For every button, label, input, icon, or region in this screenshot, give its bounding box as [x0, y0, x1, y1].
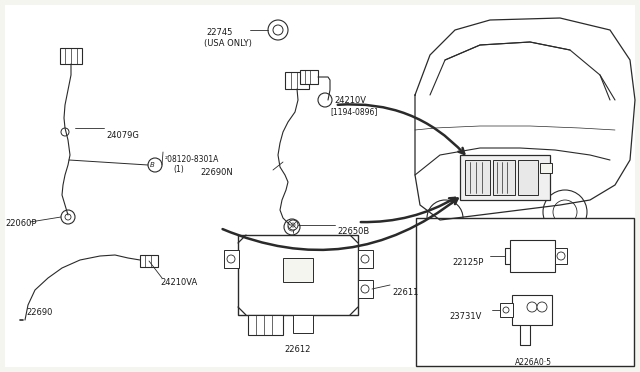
Circle shape	[227, 255, 235, 263]
Bar	[300, 70, 318, 84]
Text: [1194-0896]: [1194-0896]	[330, 107, 378, 116]
Bar	[416, 218, 634, 366]
Bar	[500, 303, 513, 317]
Bar	[248, 315, 283, 335]
Bar	[285, 72, 309, 89]
Text: 24079G: 24079G	[106, 131, 139, 140]
Circle shape	[557, 252, 565, 260]
Circle shape	[543, 190, 587, 234]
Bar	[460, 155, 550, 200]
Bar	[358, 280, 373, 298]
Circle shape	[61, 128, 69, 136]
Circle shape	[537, 302, 547, 312]
Text: 22125P: 22125P	[452, 258, 483, 267]
Circle shape	[318, 93, 332, 107]
Text: ²08120-8301A: ²08120-8301A	[165, 155, 220, 164]
Bar	[358, 250, 373, 268]
Bar	[540, 163, 552, 173]
Text: A226A0·5: A226A0·5	[515, 358, 552, 367]
Bar	[493, 160, 515, 195]
Circle shape	[273, 25, 283, 35]
Text: B: B	[150, 162, 154, 168]
Text: (USA ONLY): (USA ONLY)	[204, 39, 252, 48]
Circle shape	[284, 219, 300, 235]
Bar	[238, 235, 358, 315]
Circle shape	[288, 223, 296, 231]
Bar	[293, 315, 313, 333]
Bar	[512, 295, 552, 325]
Circle shape	[268, 20, 288, 40]
Circle shape	[503, 307, 509, 313]
Text: 23731V: 23731V	[449, 312, 481, 321]
Text: 24210V: 24210V	[334, 96, 366, 105]
Bar	[140, 255, 158, 267]
Circle shape	[427, 200, 463, 236]
Bar	[510, 240, 555, 272]
Circle shape	[148, 158, 162, 172]
Text: (1): (1)	[173, 165, 184, 174]
Text: 22060P: 22060P	[5, 219, 36, 228]
Text: 22650B: 22650B	[337, 227, 369, 236]
Bar	[283, 258, 313, 282]
Bar	[465, 160, 490, 195]
Text: 22690N: 22690N	[200, 168, 233, 177]
Circle shape	[527, 302, 537, 312]
Text: 22611: 22611	[392, 288, 419, 297]
Circle shape	[288, 220, 298, 230]
Circle shape	[361, 255, 369, 263]
Text: 22745: 22745	[206, 28, 232, 37]
Bar	[60, 48, 82, 64]
Circle shape	[291, 223, 295, 227]
Circle shape	[361, 285, 369, 293]
Bar	[224, 250, 239, 268]
Text: 22612: 22612	[285, 345, 311, 354]
Circle shape	[553, 200, 577, 224]
Bar	[518, 160, 538, 195]
Bar	[555, 248, 567, 264]
Text: 22690: 22690	[26, 308, 52, 317]
Circle shape	[61, 210, 75, 224]
Text: 24210VA: 24210VA	[160, 278, 197, 287]
Circle shape	[65, 214, 71, 220]
